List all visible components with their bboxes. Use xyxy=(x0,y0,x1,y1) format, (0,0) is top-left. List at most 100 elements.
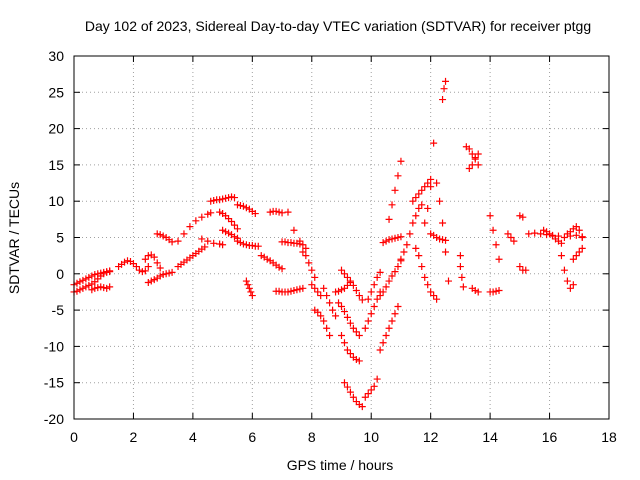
data-point xyxy=(85,273,93,281)
x-axis-label: GPS time / hours xyxy=(287,457,394,473)
data-point xyxy=(254,242,262,250)
data-point xyxy=(162,270,170,278)
series-seg-10.3-10.9 xyxy=(376,302,402,354)
data-point xyxy=(486,212,494,220)
data-point xyxy=(346,277,354,285)
data-point xyxy=(141,255,149,263)
y-axis-label: SDTVAR / TECUs xyxy=(6,182,22,294)
data-point xyxy=(394,263,402,271)
data-point xyxy=(88,286,96,294)
series-seg-10.6-11.0 xyxy=(385,157,405,223)
data-point xyxy=(436,235,444,243)
data-point xyxy=(430,139,438,147)
data-point xyxy=(355,292,363,300)
x-tick-label: 18 xyxy=(601,429,617,445)
data-point xyxy=(144,252,152,260)
data-point xyxy=(317,312,325,320)
data-point xyxy=(141,267,149,275)
data-point xyxy=(489,226,497,234)
data-point xyxy=(492,287,500,295)
data-point xyxy=(343,273,351,281)
data-point xyxy=(537,230,545,238)
series-seg-11.0-11.7 xyxy=(397,201,426,263)
data-point xyxy=(566,284,574,292)
data-point xyxy=(397,255,405,263)
data-point xyxy=(415,252,423,260)
data-point xyxy=(465,165,473,173)
data-point xyxy=(210,196,218,204)
data-point xyxy=(231,221,238,229)
data-point xyxy=(468,150,476,158)
data-point xyxy=(358,296,366,304)
data-point xyxy=(343,346,351,354)
grid-lines xyxy=(74,56,609,419)
data-point xyxy=(367,386,375,394)
data-point xyxy=(219,226,227,234)
data-point xyxy=(106,283,114,291)
data-point xyxy=(168,238,176,246)
data-point xyxy=(302,244,310,252)
data-point xyxy=(349,393,357,401)
data-point xyxy=(385,277,393,285)
data-point xyxy=(376,292,384,300)
data-point xyxy=(192,217,200,225)
data-point xyxy=(382,332,390,340)
data-point xyxy=(471,286,479,294)
data-point xyxy=(257,252,265,260)
data-point xyxy=(385,236,393,244)
data-point xyxy=(439,96,447,104)
data-point xyxy=(216,240,224,248)
y-tick-label: 20 xyxy=(48,121,64,137)
data-point xyxy=(132,263,140,271)
data-point xyxy=(382,237,390,245)
data-point xyxy=(352,355,360,363)
data-point xyxy=(299,241,307,249)
y-tick-label: 5 xyxy=(56,230,64,246)
series-seg-14.0-14.3 xyxy=(486,212,503,263)
data-point xyxy=(388,201,396,209)
data-point xyxy=(278,209,286,217)
data-point xyxy=(361,393,369,401)
data-point xyxy=(317,292,325,300)
data-point xyxy=(244,281,252,289)
data-point xyxy=(144,263,152,271)
data-point xyxy=(82,283,90,291)
data-point xyxy=(522,266,530,274)
data-point xyxy=(210,239,218,247)
series-seg-9.8-10.2 xyxy=(361,375,381,401)
data-point xyxy=(474,161,482,169)
data-point xyxy=(442,236,450,244)
data-point xyxy=(228,218,236,226)
data-point xyxy=(409,197,417,205)
data-point xyxy=(468,161,476,169)
data-point xyxy=(346,350,354,358)
data-point xyxy=(326,299,334,307)
data-point xyxy=(418,186,426,194)
data-point xyxy=(442,77,450,85)
y-tick-label: 10 xyxy=(48,193,64,209)
data-point xyxy=(233,237,241,245)
data-point xyxy=(272,207,280,215)
data-point xyxy=(242,204,250,212)
data-point xyxy=(397,233,405,241)
series-seg-9.8-10.3 xyxy=(361,288,384,332)
data-point xyxy=(180,230,188,238)
data-point xyxy=(439,219,447,227)
series-seg-2.5-3.3 xyxy=(144,268,176,287)
series-seg-9.0-9.7 xyxy=(338,266,366,304)
data-point xyxy=(433,179,441,187)
series-seg-10.3-11.0 xyxy=(376,257,405,300)
x-tick-label: 10 xyxy=(363,429,379,445)
data-point xyxy=(406,230,414,238)
data-point xyxy=(421,273,429,281)
data-point xyxy=(427,288,435,296)
data-point xyxy=(412,212,420,220)
data-point xyxy=(329,306,337,314)
x-tick-label: 6 xyxy=(248,429,256,445)
data-point xyxy=(510,237,518,245)
data-point xyxy=(320,317,328,325)
series-seg-14.6-14.8 xyxy=(504,230,518,245)
data-point xyxy=(418,263,426,271)
data-point xyxy=(338,332,345,340)
data-point xyxy=(376,268,384,276)
